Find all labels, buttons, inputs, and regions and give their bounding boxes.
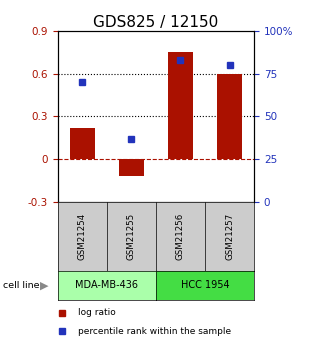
Text: GSM21257: GSM21257 bbox=[225, 213, 234, 260]
Text: HCC 1954: HCC 1954 bbox=[181, 280, 229, 290]
Text: ▶: ▶ bbox=[40, 280, 49, 290]
Text: MDA-MB-436: MDA-MB-436 bbox=[75, 280, 138, 290]
Bar bbox=[168, 52, 193, 159]
Text: percentile rank within the sample: percentile rank within the sample bbox=[78, 327, 231, 336]
Text: cell line: cell line bbox=[3, 281, 40, 290]
Title: GDS825 / 12150: GDS825 / 12150 bbox=[93, 15, 218, 30]
Bar bbox=[119, 159, 144, 176]
Bar bbox=[70, 128, 95, 159]
Text: GSM21254: GSM21254 bbox=[78, 213, 87, 260]
Text: GSM21256: GSM21256 bbox=[176, 213, 185, 260]
Text: log ratio: log ratio bbox=[78, 308, 116, 317]
Text: GSM21255: GSM21255 bbox=[127, 213, 136, 260]
Bar bbox=[217, 75, 242, 159]
